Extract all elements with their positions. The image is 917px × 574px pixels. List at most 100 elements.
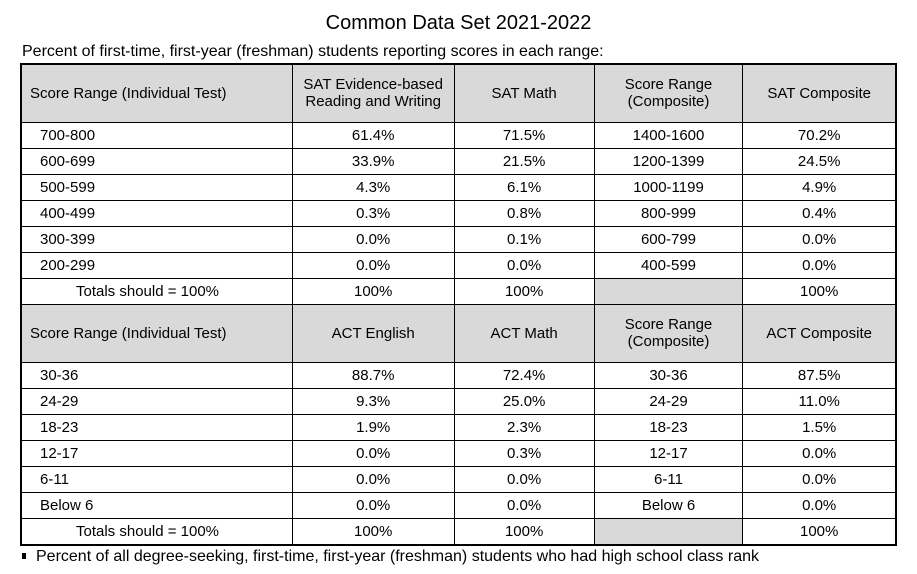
cell-range: 600-699	[21, 148, 292, 174]
cell-comp: 0.0%	[743, 226, 896, 252]
cell-range: 18-23	[21, 414, 292, 440]
cell-crange: 6-11	[594, 466, 743, 492]
cell-math: 21.5%	[454, 148, 594, 174]
act-hdr-range-composite: Score Range (Composite)	[594, 304, 743, 362]
table-row: 12-17 0.0% 0.3% 12-17 0.0%	[21, 440, 896, 466]
table-row: 400-499 0.3% 0.8% 800-999 0.4%	[21, 200, 896, 226]
cell-crange: 800-999	[594, 200, 743, 226]
cell-range: 300-399	[21, 226, 292, 252]
act-totals-label: Totals should = 100%	[21, 518, 292, 545]
cell-math: 71.5%	[454, 122, 594, 148]
cell-math: 6.1%	[454, 174, 594, 200]
cell-math: 0.0%	[454, 252, 594, 278]
sat-hdr-composite: SAT Composite	[743, 64, 896, 122]
cell-math: 2.3%	[454, 414, 594, 440]
page-title: Common Data Set 2021-2022	[20, 12, 897, 35]
table-row: 600-699 33.9% 21.5% 1200-1399 24.5%	[21, 148, 896, 174]
cell-range: Below 6	[21, 492, 292, 518]
sat-header-row: Score Range (Individual Test) SAT Eviden…	[21, 64, 896, 122]
cell-comp: 24.5%	[743, 148, 896, 174]
table-row: 30-36 88.7% 72.4% 30-36 87.5%	[21, 362, 896, 388]
sat-totals-ebrw: 100%	[292, 278, 454, 304]
act-hdr-math: ACT Math	[454, 304, 594, 362]
page-subtitle: Percent of first-time, first-year (fresh…	[22, 43, 897, 61]
cell-math: 25.0%	[454, 388, 594, 414]
cell-range: 6-11	[21, 466, 292, 492]
cell-crange: 1000-1199	[594, 174, 743, 200]
cell-comp: 0.4%	[743, 200, 896, 226]
act-hdr-composite: ACT Composite	[743, 304, 896, 362]
cell-crange: 24-29	[594, 388, 743, 414]
cell-eng: 0.0%	[292, 492, 454, 518]
sat-hdr-ebrw: SAT Evidence-based Reading and Writing	[292, 64, 454, 122]
cell-crange: 600-799	[594, 226, 743, 252]
sat-totals-math: 100%	[454, 278, 594, 304]
bullet-icon	[22, 553, 26, 559]
cell-crange: 1400-1600	[594, 122, 743, 148]
table-row: 500-599 4.3% 6.1% 1000-1199 4.9%	[21, 174, 896, 200]
cell-ebrw: 0.0%	[292, 252, 454, 278]
cell-math: 72.4%	[454, 362, 594, 388]
cell-crange: 400-599	[594, 252, 743, 278]
cell-ebrw: 61.4%	[292, 122, 454, 148]
sat-totals-label: Totals should = 100%	[21, 278, 292, 304]
table-row: 24-29 9.3% 25.0% 24-29 11.0%	[21, 388, 896, 414]
table-row: 6-11 0.0% 0.0% 6-11 0.0%	[21, 466, 896, 492]
table-row: Below 6 0.0% 0.0% Below 6 0.0%	[21, 492, 896, 518]
cell-ebrw: 33.9%	[292, 148, 454, 174]
act-header-row: Score Range (Individual Test) ACT Englis…	[21, 304, 896, 362]
cell-math: 0.0%	[454, 492, 594, 518]
cell-comp: 11.0%	[743, 388, 896, 414]
cell-comp: 87.5%	[743, 362, 896, 388]
act-totals-math: 100%	[454, 518, 594, 545]
cell-comp: 4.9%	[743, 174, 896, 200]
cell-range: 12-17	[21, 440, 292, 466]
footer-text: Percent of all degree-seeking, first-tim…	[36, 548, 759, 565]
cell-ebrw: 0.3%	[292, 200, 454, 226]
cell-comp: 70.2%	[743, 122, 896, 148]
cell-range: 700-800	[21, 122, 292, 148]
sat-totals-blank	[594, 278, 743, 304]
act-hdr-english: ACT English	[292, 304, 454, 362]
cell-math: 0.0%	[454, 466, 594, 492]
cell-eng: 9.3%	[292, 388, 454, 414]
cell-crange: 30-36	[594, 362, 743, 388]
cell-range: 400-499	[21, 200, 292, 226]
cell-range: 500-599	[21, 174, 292, 200]
cell-comp: 0.0%	[743, 466, 896, 492]
table-row: 300-399 0.0% 0.1% 600-799 0.0%	[21, 226, 896, 252]
footer-cut-text: Percent of all degree-seeking, first-tim…	[22, 548, 897, 566]
act-totals-row: Totals should = 100% 100% 100% 100%	[21, 518, 896, 545]
cell-eng: 0.0%	[292, 466, 454, 492]
cell-ebrw: 4.3%	[292, 174, 454, 200]
cell-crange: 12-17	[594, 440, 743, 466]
cell-comp: 0.0%	[743, 252, 896, 278]
act-hdr-range-individual: Score Range (Individual Test)	[21, 304, 292, 362]
cell-crange: 1200-1399	[594, 148, 743, 174]
cell-eng: 88.7%	[292, 362, 454, 388]
cell-eng: 1.9%	[292, 414, 454, 440]
cell-range: 200-299	[21, 252, 292, 278]
sat-totals-row: Totals should = 100% 100% 100% 100%	[21, 278, 896, 304]
table-row: 200-299 0.0% 0.0% 400-599 0.0%	[21, 252, 896, 278]
act-totals-blank	[594, 518, 743, 545]
sat-hdr-math: SAT Math	[454, 64, 594, 122]
act-totals-eng: 100%	[292, 518, 454, 545]
sat-hdr-range-individual: Score Range (Individual Test)	[21, 64, 292, 122]
scores-table: Score Range (Individual Test) SAT Eviden…	[20, 63, 897, 546]
cell-math: 0.3%	[454, 440, 594, 466]
cell-eng: 0.0%	[292, 440, 454, 466]
act-totals-comp: 100%	[743, 518, 896, 545]
cell-range: 24-29	[21, 388, 292, 414]
cell-comp: 1.5%	[743, 414, 896, 440]
cell-ebrw: 0.0%	[292, 226, 454, 252]
cell-math: 0.8%	[454, 200, 594, 226]
table-row: 18-23 1.9% 2.3% 18-23 1.5%	[21, 414, 896, 440]
cell-crange: 18-23	[594, 414, 743, 440]
table-row: 700-800 61.4% 71.5% 1400-1600 70.2%	[21, 122, 896, 148]
cell-crange: Below 6	[594, 492, 743, 518]
cell-comp: 0.0%	[743, 492, 896, 518]
sat-totals-comp: 100%	[743, 278, 896, 304]
sat-hdr-range-composite: Score Range (Composite)	[594, 64, 743, 122]
cell-range: 30-36	[21, 362, 292, 388]
